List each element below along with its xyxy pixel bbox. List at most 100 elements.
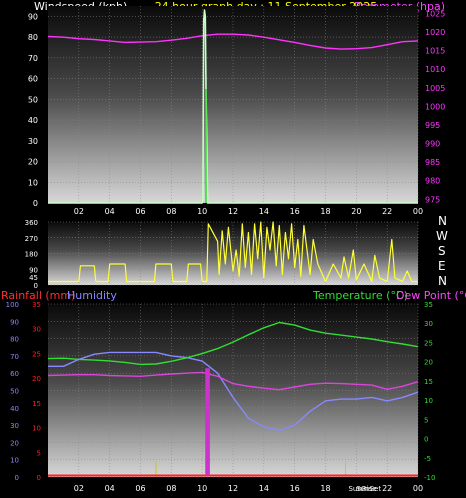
temperature-tick-label: -5 — [424, 455, 431, 463]
dewpoint-legend: Dew Point (°C) — [396, 289, 466, 302]
rainfall-tick-label: 10 — [32, 425, 41, 433]
compass-s: S — [438, 244, 446, 258]
x-tick-label: 06 — [135, 484, 145, 493]
barometer-tick-label: 1020 — [425, 28, 445, 37]
x-tick-label: 02 — [74, 484, 84, 493]
rainfall-tick-label: 5 — [37, 449, 41, 457]
x-tick-label: 12 — [228, 484, 238, 493]
temperature-tick-label: 10 — [424, 397, 433, 405]
rainfall-tick-label: 0 — [37, 474, 41, 482]
wind-baro-panel — [48, 6, 418, 203]
sunset-label: SunSet — [356, 485, 381, 493]
wind-baro-series — [47, 9, 419, 204]
temperature-tick-label: 15 — [424, 378, 433, 386]
humidity-tick-label: 50 — [10, 388, 19, 396]
humidity-tick-label: 70 — [10, 353, 19, 361]
windspeed-tick-label: 90 — [28, 12, 38, 21]
windspeed-tick-label: 10 — [28, 178, 38, 187]
x-tick-label: 16 — [290, 484, 300, 493]
windspeed-tick-label: 80 — [28, 33, 38, 42]
temperature-line — [47, 321, 419, 366]
direction-tick-label: 0 — [34, 282, 38, 290]
rainfall-bar — [205, 368, 210, 476]
humidity-tick-label: 0 — [15, 474, 19, 482]
barometer-tick-label: 1005 — [425, 84, 445, 93]
windspeed-tick-label: 70 — [28, 54, 38, 63]
humidity-tick-label: 60 — [10, 370, 19, 378]
direction-tick-label: 90 — [29, 266, 38, 274]
humidity-tick-label: 20 — [10, 439, 19, 447]
x-tick-label: 02 — [74, 207, 84, 216]
direction-tick-label: 180 — [25, 251, 38, 259]
humidity-line — [48, 351, 419, 431]
windspeed-tick-label: 20 — [28, 158, 38, 167]
windspeed-tick-label: 0 — [33, 199, 38, 208]
rainfall-tick-label: 20 — [32, 375, 41, 383]
wind-gust-bar — [205, 88, 207, 203]
rainfall-tick-label: 30 — [32, 326, 41, 334]
barometer-tick-label: 975 — [425, 195, 440, 204]
x-tick-label: 14 — [259, 207, 269, 216]
x-tick-label: 10 — [197, 484, 207, 493]
direction-series — [48, 221, 418, 283]
x-tick-label: 18 — [320, 207, 330, 216]
windspeed-tick-label: 50 — [28, 95, 38, 104]
compass-n-top: N — [438, 214, 447, 228]
temperature-tick-label: 20 — [424, 359, 433, 367]
x-tick-label: 20 — [351, 207, 361, 216]
rainfall-tick-label: 15 — [32, 400, 41, 408]
x-tick-label: 08 — [166, 207, 176, 216]
x-tick-label: 04 — [105, 207, 115, 216]
x-tick-label: 06 — [135, 207, 145, 216]
barometer-tick-label: 995 — [425, 121, 440, 130]
temperature-tick-label: 35 — [424, 301, 433, 309]
x-tick-label: 18 — [320, 484, 330, 493]
tick-labels: 0102030405060708090975980985990995100010… — [6, 9, 446, 493]
rainfall-legend: Rainfall (mm) — [1, 289, 75, 302]
x-tick-label: 22 — [382, 207, 392, 216]
windspeed-line — [48, 9, 418, 204]
temp-humidity-grid — [48, 303, 419, 478]
humidity-tick-label: 30 — [10, 422, 19, 430]
humidity-tick-label: 80 — [10, 336, 19, 344]
temp-humidity-series — [47, 321, 419, 477]
x-tick-label: 00 — [413, 207, 423, 216]
barometer-line — [47, 33, 419, 50]
x-tick-label: 16 — [290, 207, 300, 216]
direction-tick-label: 45 — [29, 274, 38, 282]
temperature-tick-label: 30 — [424, 320, 433, 328]
compass-e: E — [438, 259, 446, 273]
x-tick-label: 08 — [166, 484, 176, 493]
temperature-tick-label: 0 — [424, 436, 428, 444]
temperature-tick-label: 5 — [424, 416, 428, 424]
barometer-tick-label: 1000 — [425, 102, 445, 111]
rainfall-tick-label: 35 — [32, 301, 41, 309]
compass-w: W — [436, 229, 448, 243]
x-tick-label: 04 — [105, 484, 115, 493]
x-tick-label: 12 — [228, 207, 238, 216]
humidity-tick-label: 100 — [6, 301, 19, 309]
barometer-tick-label: 1015 — [425, 47, 445, 56]
barometer-tick-label: 985 — [425, 158, 440, 167]
x-tick-label: 00 — [413, 484, 423, 493]
sunrise-label: SunRise — [348, 485, 376, 493]
rainfall-tick-label: 25 — [32, 350, 41, 358]
direction-tick-label: 360 — [25, 219, 38, 227]
direction-tick-label: 270 — [25, 235, 38, 243]
humidity-tick-label: 40 — [10, 405, 19, 413]
wind-direction-line — [48, 221, 418, 283]
x-tick-label: 10 — [197, 207, 207, 216]
humidity-tick-label: 10 — [10, 457, 19, 465]
windspeed-tick-label: 60 — [28, 75, 38, 84]
x-tick-label: 14 — [259, 484, 269, 493]
barometer-tick-label: 1010 — [425, 65, 445, 74]
dewpoint-line — [47, 371, 419, 391]
humidity-tick-label: 90 — [10, 318, 19, 326]
windspeed-tick-label: 40 — [28, 116, 38, 125]
compass-n-bottom: N — [438, 274, 447, 288]
barometer-tick-label: 990 — [425, 140, 440, 149]
barometer-tick-label: 980 — [425, 177, 440, 186]
temperature-legend: Temperature (°C) — [312, 289, 408, 302]
barometer-tick-label: 1025 — [425, 9, 445, 18]
temperature-tick-label: -10 — [424, 474, 435, 482]
